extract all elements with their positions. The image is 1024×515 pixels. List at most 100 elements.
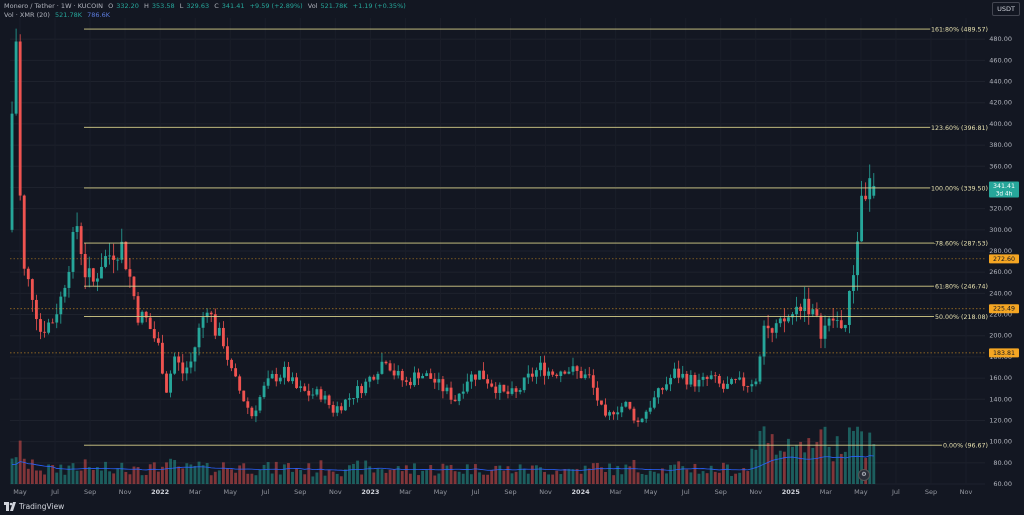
price-tag-label: 341.41 <box>993 183 1015 190</box>
candle-body <box>75 226 79 232</box>
candle-body <box>660 388 664 390</box>
y-tick-label: 400.00 <box>989 120 1012 128</box>
y-tick-label: 380.00 <box>989 141 1012 149</box>
candle-body <box>502 384 506 392</box>
candle-body <box>612 412 616 415</box>
candle-body <box>579 370 583 379</box>
candle-body <box>165 373 168 393</box>
fib-level-label: 50.00% (218.08) <box>935 314 988 321</box>
candle-body <box>396 370 400 376</box>
close-label: C <box>214 2 219 10</box>
symbol-label[interactable]: Monero / Tether · 1W · KUCOIN <box>4 2 103 10</box>
candle-body <box>782 318 786 322</box>
candle-body <box>238 376 242 391</box>
volume-bar <box>311 476 315 484</box>
candle-body <box>746 386 750 387</box>
x-tick-label: May <box>434 488 448 496</box>
x-tick-label: 2023 <box>361 488 379 496</box>
volume-bar <box>478 472 481 484</box>
x-tick-label: Mar <box>820 488 833 496</box>
low-value: 329.63 <box>186 2 210 10</box>
candle-body <box>63 287 67 297</box>
volume-bar <box>709 465 713 484</box>
price-tag <box>989 181 1019 198</box>
candle-body <box>282 366 286 378</box>
candle-body <box>608 412 611 416</box>
volume-bar <box>701 471 705 484</box>
currency-button[interactable]: USDT <box>992 2 1020 16</box>
candle-body <box>347 398 351 400</box>
volume-bar <box>831 461 835 484</box>
volume-bar <box>441 463 445 484</box>
volume-bar <box>148 464 152 484</box>
x-tick-label: May <box>854 488 868 496</box>
volume-bar <box>270 473 274 484</box>
candle-body <box>490 383 494 387</box>
tradingview-brand[interactable]: TradingView <box>19 502 65 511</box>
volume-bar <box>632 459 636 484</box>
candle-body <box>364 381 368 394</box>
volume-bar <box>530 465 534 484</box>
volume-bar <box>400 471 404 484</box>
price-tag-label: 272.60 <box>993 256 1015 263</box>
fib-level-label: 123.60% (396.81) <box>931 125 988 132</box>
volume-bar <box>173 460 177 484</box>
volume-bar <box>526 473 530 484</box>
volume-bar <box>860 431 864 484</box>
candle-body <box>116 259 120 261</box>
candle-body <box>717 375 721 384</box>
y-tick-label: 320.00 <box>989 205 1012 213</box>
tradingview-logo-icon[interactable] <box>4 502 16 511</box>
settings-gear-icon[interactable]: ⚙ <box>858 469 870 481</box>
candle-body <box>59 296 63 315</box>
candle-body <box>730 378 733 384</box>
volume-ma-line <box>12 455 874 471</box>
volume-bar <box>457 471 461 484</box>
candle-body <box>689 374 693 385</box>
candle-body <box>254 410 258 417</box>
candle-body <box>839 320 843 329</box>
volume-bar <box>124 471 128 484</box>
candle-body <box>803 298 807 312</box>
volume-bar <box>482 474 485 484</box>
volume-bar <box>100 470 103 484</box>
volume-bar <box>486 474 490 484</box>
candle-body <box>209 312 213 315</box>
volume-bar <box>152 462 156 484</box>
candle-body <box>453 399 457 402</box>
candle-body <box>787 317 790 322</box>
volume-bar <box>43 474 46 484</box>
volume-bar <box>380 469 384 484</box>
candle-body <box>388 363 392 371</box>
candle-body <box>709 375 713 379</box>
candle-body <box>461 391 465 394</box>
volume-indicator-label[interactable]: Vol · XMR (20) <box>4 11 50 19</box>
candle-body <box>91 268 95 282</box>
candle-body <box>847 290 851 325</box>
volume-bar <box>295 468 298 484</box>
volume-bar <box>356 460 359 484</box>
candle-body <box>693 374 697 387</box>
volume-bar <box>327 469 331 484</box>
candle-body <box>39 319 42 332</box>
candle-body <box>417 372 420 379</box>
candle-body <box>372 376 376 380</box>
volume-bar <box>575 468 579 484</box>
volume-bar <box>234 472 238 484</box>
volume-bar <box>490 469 494 484</box>
candle-body <box>380 361 384 374</box>
candle-body <box>514 388 518 392</box>
volume-bar <box>819 429 823 484</box>
price-tag <box>989 304 1019 314</box>
volume-bar <box>815 442 819 484</box>
volume-bar <box>238 465 242 484</box>
volume-bar <box>331 471 335 484</box>
volume-bar <box>738 472 742 484</box>
candle-body <box>852 275 855 291</box>
candle-body <box>18 41 22 196</box>
volume-bar <box>287 463 290 484</box>
volume-bar <box>534 465 538 484</box>
volume-bar <box>258 469 262 484</box>
candle-body <box>486 379 490 384</box>
